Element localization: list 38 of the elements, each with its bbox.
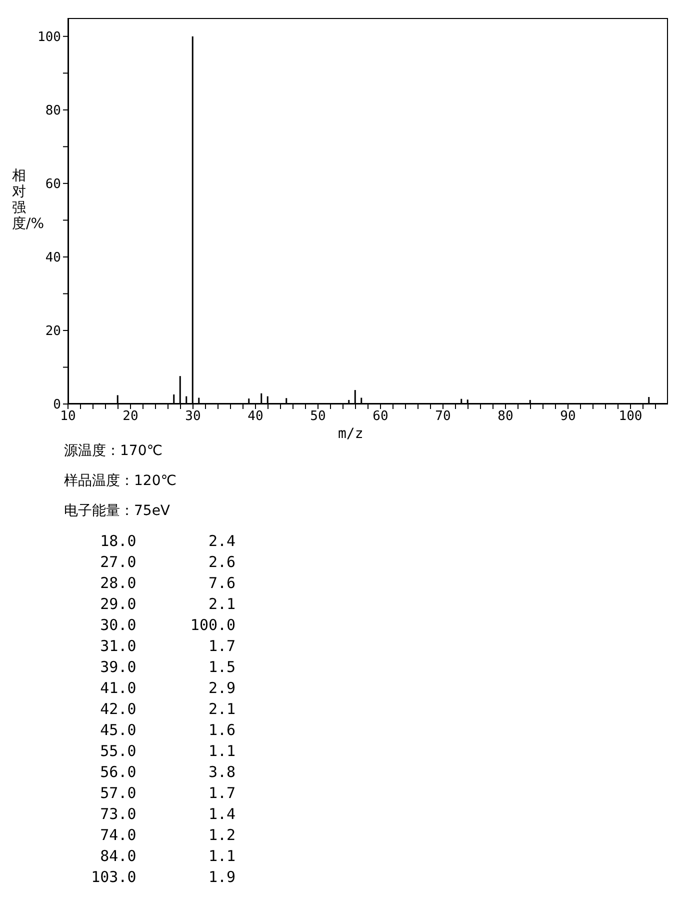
x-tick-label: 70 <box>435 409 451 424</box>
text: 42.0 2.1 <box>99 700 237 720</box>
text: 56.0 3.8 <box>99 763 237 783</box>
text: 41.0 2.9 <box>99 679 237 699</box>
text: 103.0 1.9 <box>90 868 237 888</box>
text: 57.0 1.7 <box>99 784 237 804</box>
x-tick-label: 30 <box>185 409 201 424</box>
text: 18.0 2.4 <box>99 532 237 552</box>
text: 39.0 1.5 <box>99 658 237 678</box>
x-tick-label: 50 <box>310 409 326 424</box>
text: 27.0 2.6 <box>99 553 237 573</box>
y-tick-label: 60 <box>45 177 61 192</box>
x-axis-title: m/z <box>338 426 364 442</box>
text: 55.0 1.1 <box>99 742 237 762</box>
x-tick-label: 90 <box>560 409 576 424</box>
text: 31.0 1.7 <box>99 637 237 657</box>
x-tick-label: 20 <box>122 409 138 424</box>
x-tick-label: 80 <box>498 409 514 424</box>
y-tick-label: 20 <box>45 324 61 340</box>
text: 45.0 1.6 <box>99 721 237 741</box>
text: 源温度：170℃ <box>64 442 164 461</box>
text: 30.0 100.0 <box>99 616 237 636</box>
x-tick-label: 10 <box>60 409 76 424</box>
y-axis-title: 相对强度/% <box>12 168 44 232</box>
text: 84.0 1.1 <box>99 847 237 867</box>
text: 74.0 1.2 <box>99 826 237 846</box>
text: 电子能量：75eV <box>64 502 172 521</box>
y-tick-label: 0 <box>53 398 61 413</box>
y-tick-label: 80 <box>45 104 61 119</box>
text: 29.0 2.1 <box>99 595 237 615</box>
y-tick-label: 40 <box>45 250 61 266</box>
y-tick-label: 100 <box>38 30 61 45</box>
text: 样品温度：120℃ <box>64 472 178 491</box>
x-tick-label: 100 <box>618 409 642 424</box>
text: 73.0 1.4 <box>99 805 237 825</box>
text: 28.0 7.6 <box>99 574 237 594</box>
x-tick-label: 40 <box>248 409 264 424</box>
x-tick-label: 60 <box>372 409 388 424</box>
